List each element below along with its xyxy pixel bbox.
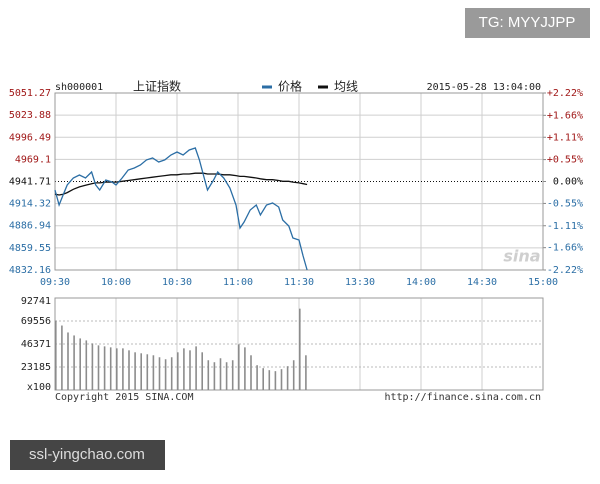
tag-box (465, 8, 590, 38)
volume-bar (79, 338, 81, 390)
x-tick-label: 14:30 (467, 277, 497, 288)
y-tick-label: 5051.27 (9, 88, 51, 99)
x-tick-label: 09:30 (40, 277, 70, 288)
volume-bar (299, 308, 301, 390)
volume-bar (183, 348, 185, 390)
copyright: Copyright 2015 SINA.COM (55, 392, 193, 403)
volume-bar (195, 346, 197, 390)
y-tick-label: 4996.49 (9, 132, 51, 143)
watermark: sina (503, 247, 540, 266)
y-tick-label: 4969.1 (15, 154, 51, 165)
x-tick-label: 11:00 (223, 277, 253, 288)
chart-title: 上证指数 (133, 79, 181, 94)
volume-bar (109, 347, 112, 390)
volume-bar (225, 362, 228, 390)
volume-bar (286, 366, 289, 390)
tag-text: TG: MYYJJPP (479, 14, 576, 31)
y2-tick-label: -2.22% (547, 265, 583, 276)
volume-bar (146, 354, 149, 390)
y-tick-label: 5023.88 (9, 110, 51, 121)
volume-bar (268, 370, 271, 390)
y2-tick-label: -0.55% (547, 198, 583, 209)
timestamp: 2015-05-28 13:04:00 (427, 82, 541, 93)
volume-bar (213, 362, 216, 390)
volume-bar (128, 350, 130, 390)
y-tick-label: 92741 (21, 296, 51, 307)
volume-bar (231, 360, 234, 390)
y-tick-label: x100 (27, 382, 51, 393)
y2-tick-label: -1.66% (547, 243, 583, 254)
y-tick-label: 23185 (21, 362, 51, 373)
symbol: sh000001 (55, 82, 103, 93)
x-tick-label: 10:00 (101, 277, 131, 288)
volume-bar (91, 343, 94, 390)
volume-bar (164, 359, 167, 390)
volume-bar (85, 340, 88, 390)
y2-tick-label: +1.66% (547, 110, 583, 121)
x-tick-label: 13:30 (345, 277, 375, 288)
volume-bar (97, 345, 100, 390)
y-tick-label: 46371 (21, 339, 51, 350)
plot-frame (54, 92, 544, 271)
site-box (10, 440, 165, 470)
volume-bar (158, 357, 161, 390)
volume-bar (238, 344, 240, 390)
volume-bar (61, 325, 63, 390)
volume-bar (256, 365, 258, 390)
volume-bar (244, 347, 246, 390)
y-tick-label: 4886.94 (9, 221, 51, 232)
x-tick-label: 10:30 (162, 277, 192, 288)
volume-bar (292, 360, 295, 390)
y2-tick-label: +2.22% (547, 88, 583, 99)
legend-label: 均线 (334, 80, 358, 94)
y-tick-label: 4832.16 (9, 265, 51, 276)
series-line (54, 147, 308, 271)
volume-bar (201, 352, 203, 390)
volume-bar (305, 355, 307, 390)
volume-bar (67, 332, 69, 390)
site-text: ssl-yingchao.com (29, 446, 145, 463)
volume-bar (170, 357, 173, 390)
volume-bar (116, 348, 118, 390)
y2-tick-label: -1.11% (547, 221, 583, 232)
y-tick-label: 4941.71 (9, 177, 51, 188)
volume-bar (219, 358, 222, 390)
x-tick-label: 11:30 (284, 277, 314, 288)
volume-bar (189, 350, 191, 390)
y2-tick-label: +0.55% (547, 155, 583, 166)
y-tick-label: 4859.55 (9, 243, 51, 254)
volume-bar (262, 368, 264, 390)
y-tick-label: 69556 (21, 316, 51, 327)
volume-bar (103, 346, 106, 390)
volume-bar (122, 348, 124, 390)
legend-label: 价格 (278, 79, 302, 94)
volume-bar (274, 371, 277, 390)
volume-bar (280, 369, 283, 390)
volume-bar (134, 352, 136, 390)
x-tick-label: 14:00 (406, 277, 436, 288)
source-url: http://finance.sina.com.cn (384, 392, 541, 403)
volume-bar (55, 320, 57, 390)
volume-bar (177, 352, 179, 390)
volume-bar (152, 355, 155, 390)
volume-bar (140, 353, 142, 390)
volume-bar (207, 360, 210, 390)
volume-bar (73, 335, 75, 390)
volume-bar (250, 355, 252, 390)
y-tick-label: 4914.32 (9, 199, 51, 210)
y2-tick-label: 0.00% (553, 177, 583, 188)
y2-tick-label: +1.11% (547, 132, 583, 143)
x-tick-label: 15:00 (528, 277, 558, 288)
